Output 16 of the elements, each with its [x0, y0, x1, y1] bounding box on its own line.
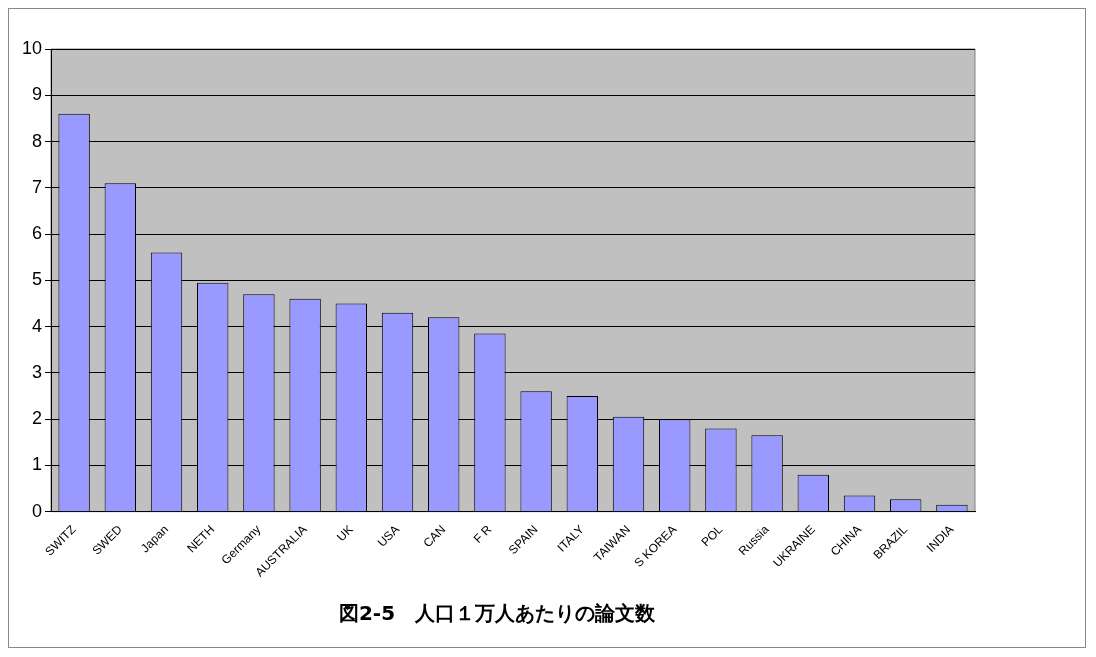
y-tick-label: 6 [32, 223, 43, 244]
text: 図2-5 人口１万人あたりの論文数 [338, 601, 657, 626]
y-tick-label: 10 [21, 37, 43, 58]
y-tick-label: 8 [32, 130, 43, 151]
x-tick-label: USA [374, 522, 402, 550]
y-tick-label: 0 [32, 500, 43, 521]
y-tick-label: 9 [32, 84, 43, 105]
x-tick-label: POL [698, 522, 726, 550]
y-tick-label: 5 [32, 269, 43, 290]
y-tick-label: 4 [32, 315, 43, 336]
y-tick-label: 2 [32, 408, 43, 429]
y-tick-label: 3 [32, 361, 43, 382]
x-tick-label: F R [470, 522, 495, 546]
x-tick-label: UK [334, 522, 356, 545]
y-tick-label: 7 [32, 176, 43, 197]
y-tick-label: 1 [32, 454, 43, 475]
